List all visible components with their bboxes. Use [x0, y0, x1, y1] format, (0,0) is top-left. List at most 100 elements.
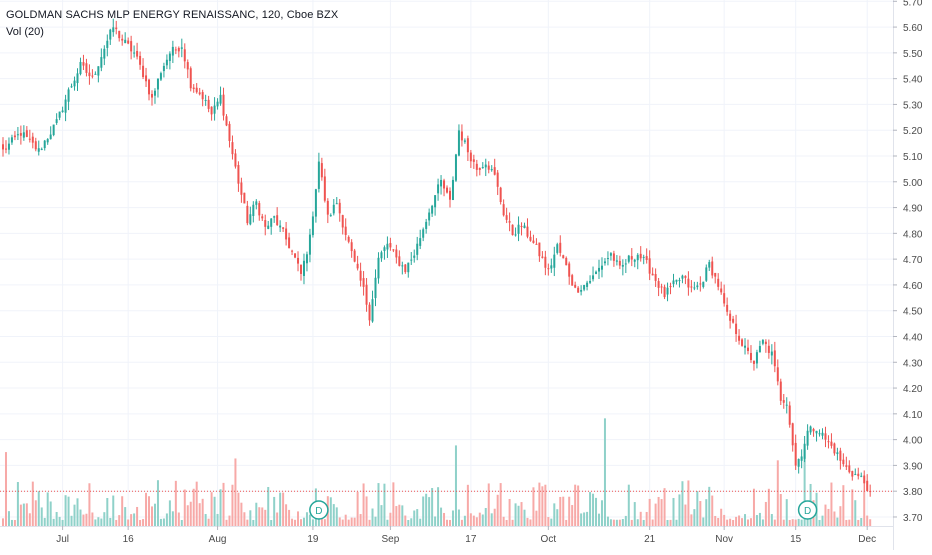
- volume-bar: [663, 488, 666, 526]
- candle-body: [70, 86, 73, 88]
- volume-bar: [425, 493, 428, 526]
- candle-body: [273, 216, 276, 218]
- volume-bar: [368, 519, 371, 526]
- volume-bar: [749, 518, 752, 526]
- candle-body: [142, 65, 145, 77]
- volume-bar: [645, 511, 648, 526]
- candle-body: [377, 257, 380, 279]
- volume-bar: [103, 512, 106, 526]
- candle-body: [311, 216, 314, 236]
- candle-body: [136, 51, 139, 57]
- volume-bar: [627, 484, 630, 526]
- price-tick-label: 3.70: [903, 513, 923, 524]
- volume-bar: [353, 517, 356, 526]
- candle-body: [842, 459, 845, 465]
- candle-body: [356, 263, 359, 269]
- volume-bar: [699, 501, 702, 526]
- candle-body: [177, 47, 180, 52]
- price-axis-background: [893, 0, 932, 550]
- candle-body: [475, 163, 478, 170]
- volume-indicator-label[interactable]: Vol (20): [6, 26, 44, 38]
- price-tick-label: 5.50: [903, 49, 923, 60]
- candle-body: [338, 202, 341, 214]
- candle-body: [79, 61, 82, 75]
- candle-body: [499, 187, 502, 203]
- candle-body: [559, 242, 562, 253]
- dividend-marker-label: D: [804, 506, 811, 517]
- dividend-marker[interactable]: [309, 500, 329, 520]
- volume-bar: [404, 515, 407, 526]
- volume-bar: [484, 508, 487, 526]
- volume-bar: [669, 519, 672, 526]
- candle-body: [4, 148, 7, 150]
- candle-body: [133, 52, 136, 54]
- volume-bar: [508, 498, 511, 526]
- volume-bar: [106, 498, 109, 526]
- volume-bar: [118, 515, 121, 526]
- candle-body: [660, 286, 663, 288]
- dividend-marker-label: D: [315, 506, 322, 517]
- candle-body: [416, 243, 419, 255]
- candle-body: [252, 204, 255, 217]
- candle-body: [535, 243, 538, 245]
- candle-body: [285, 228, 288, 240]
- volume-bar: [171, 511, 174, 526]
- candle-body: [85, 63, 88, 73]
- volume-bar: [457, 509, 460, 526]
- volume-bar: [440, 507, 443, 526]
- candle-body: [58, 111, 61, 118]
- candle-body: [866, 480, 869, 492]
- candle-body: [517, 224, 520, 234]
- candle-body: [49, 134, 52, 140]
- candle-body: [541, 256, 544, 258]
- price-tick-label: 4.30: [903, 358, 923, 369]
- candle-body: [609, 253, 612, 256]
- volume-bar: [598, 513, 600, 526]
- volume-bar: [37, 491, 40, 526]
- candle-body: [434, 195, 437, 208]
- candle-body: [788, 405, 791, 425]
- candle-body: [794, 442, 797, 466]
- candle-body: [258, 203, 261, 216]
- volume-bar: [13, 519, 16, 526]
- candle-body: [383, 247, 386, 251]
- volume-bar: [511, 519, 514, 526]
- time-tick-label: Dec: [858, 534, 876, 545]
- volume-bar: [64, 495, 67, 526]
- candle-body: [31, 136, 34, 143]
- price-tick-label: 4.00: [903, 436, 923, 447]
- candle-body: [618, 260, 621, 266]
- candle-body: [773, 350, 776, 367]
- time-axis[interactable]: Jul 16 Aug 19 Sep 17 Oct 21 Nov 15 Dec: [0, 526, 893, 545]
- volume-bar: [735, 516, 738, 526]
- volume-bar: [347, 519, 350, 526]
- candle-body: [592, 275, 595, 280]
- candle-body: [675, 279, 678, 282]
- candle-body: [827, 441, 830, 443]
- price-tick-label: 4.80: [903, 229, 923, 240]
- candle-body: [484, 164, 487, 168]
- volume-bar: [478, 512, 481, 526]
- candle-body: [663, 286, 666, 298]
- candle-body: [91, 75, 94, 77]
- volume-bar: [693, 509, 696, 526]
- volume-bar: [252, 519, 255, 526]
- volume-bar: [496, 494, 499, 526]
- dividend-marker[interactable]: [797, 500, 818, 520]
- price-tick-label: 5.10: [903, 152, 923, 163]
- candle-body: [73, 80, 76, 87]
- price-axis[interactable]: 3.70 3.80 3.90 4.00 4.10 4.20 4.30 4.40 4.50 4.60…: [893, 0, 932, 550]
- volume-bar: [377, 483, 380, 526]
- candle-body: [526, 226, 529, 237]
- candle-body: [863, 475, 866, 484]
- candle-body: [577, 287, 580, 293]
- volume-bar: [231, 484, 234, 526]
- candle-body: [347, 236, 350, 242]
- volume-bar: [210, 492, 213, 526]
- candle-body: [571, 275, 574, 286]
- volume-bar: [225, 519, 228, 526]
- volume-bar: [648, 498, 651, 526]
